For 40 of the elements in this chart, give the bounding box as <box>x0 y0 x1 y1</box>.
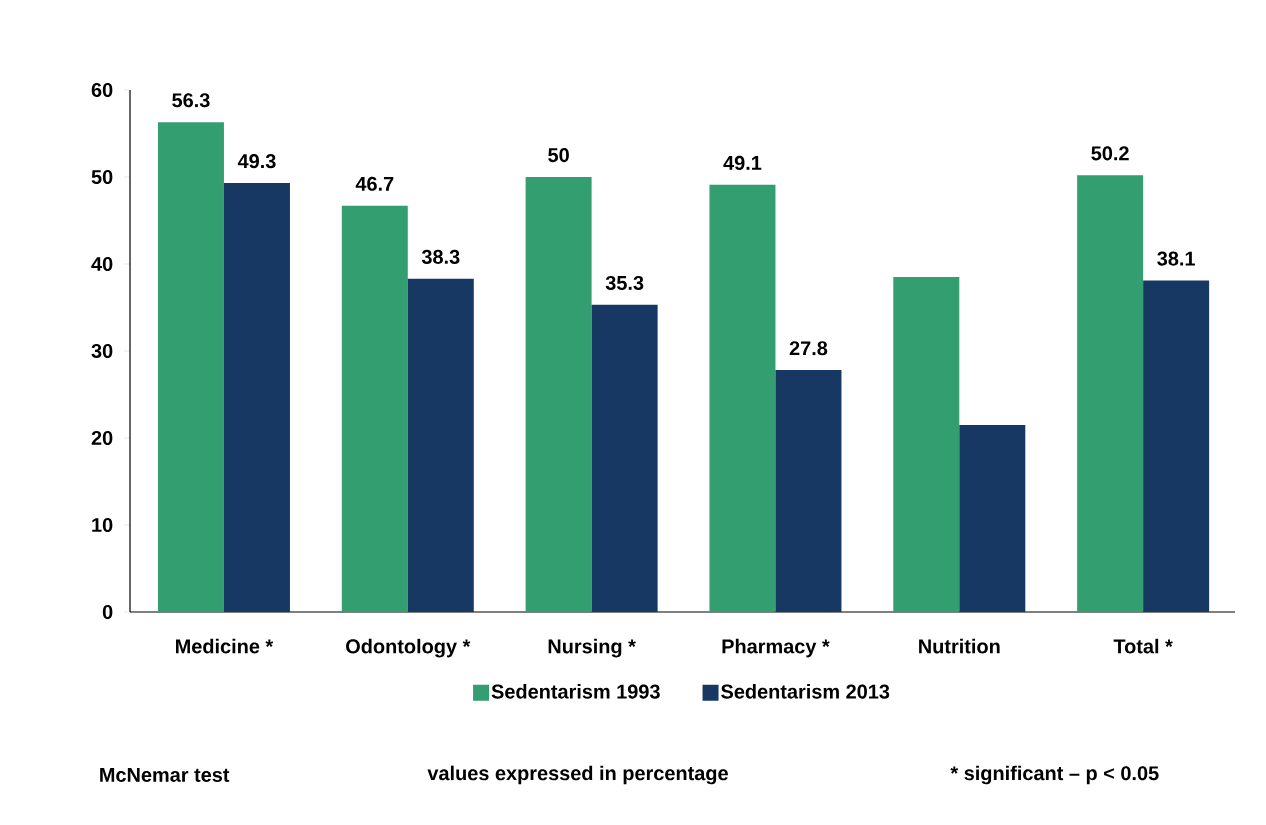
y-tick-label: 60 <box>91 82 113 98</box>
x-tick-label: Nursing * <box>548 638 636 658</box>
bar <box>591 304 658 612</box>
bar <box>525 176 592 612</box>
text: * significant – p < 0.05 <box>950 765 1159 785</box>
data-label: 49.3 <box>237 154 276 169</box>
data-label: 56.3 <box>172 93 210 108</box>
legend-label: Sedentarism 2013 <box>721 684 890 699</box>
bar <box>407 278 474 612</box>
x-tick-label: Nutrition <box>919 638 1000 654</box>
text: McNemar test <box>100 768 230 782</box>
bar <box>1077 175 1144 612</box>
y-tick-label: 40 <box>91 256 113 272</box>
bar <box>223 183 290 612</box>
data-label: 50 <box>548 148 569 163</box>
bar <box>341 205 408 612</box>
y-tick-label: 20 <box>91 430 113 446</box>
text: values expressed in percentage <box>427 765 728 785</box>
data-label: 49.1 <box>723 155 762 170</box>
data-label: 38.3 <box>421 249 460 264</box>
y-tick-label: 30 <box>91 343 113 359</box>
y-tick-label: 10 <box>92 517 113 533</box>
bar <box>157 122 224 612</box>
x-tick-label: Total * <box>1113 638 1173 654</box>
data-label: 46.7 <box>355 176 394 191</box>
bar <box>893 277 960 612</box>
y-tick-label: 0 <box>102 604 113 620</box>
bar <box>709 184 776 612</box>
x-tick-label: Pharmacy * <box>722 638 830 658</box>
legend-label: Sedentarism 1993 <box>491 684 660 699</box>
x-tick-label: Medicine * <box>176 638 274 654</box>
bar <box>1143 280 1210 612</box>
data-label: 50.2 <box>1091 146 1129 161</box>
y-tick-label: 50 <box>91 169 113 185</box>
data-label: 27.8 <box>789 341 828 356</box>
bar <box>775 370 842 612</box>
bar <box>959 424 1026 612</box>
x-tick-label: Odontology * <box>346 638 471 658</box>
data-label: 38.1 <box>1157 251 1195 266</box>
data-label: 35.3 <box>605 275 644 291</box>
